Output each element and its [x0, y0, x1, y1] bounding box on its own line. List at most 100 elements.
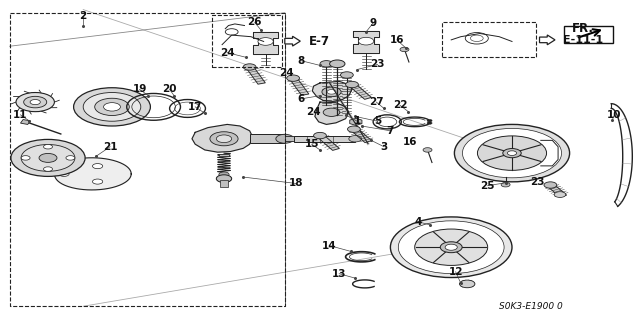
Text: 16: 16 — [403, 137, 417, 147]
Circle shape — [16, 93, 54, 112]
Text: 16: 16 — [390, 35, 404, 45]
Circle shape — [39, 153, 57, 162]
Circle shape — [11, 139, 85, 176]
Polygon shape — [285, 36, 300, 46]
Bar — [250, 134, 285, 143]
Circle shape — [104, 103, 120, 111]
Polygon shape — [312, 81, 352, 101]
Bar — [564, 26, 613, 43]
Text: 10: 10 — [607, 110, 621, 120]
Text: E-11-1: E-11-1 — [563, 35, 604, 45]
Text: 7: 7 — [387, 126, 394, 136]
Circle shape — [501, 182, 510, 187]
Circle shape — [400, 47, 409, 52]
Text: 23: 23 — [531, 177, 545, 188]
Text: 18: 18 — [289, 178, 303, 189]
Circle shape — [44, 167, 52, 171]
Text: S0K3-E1900 0: S0K3-E1900 0 — [499, 302, 563, 311]
Circle shape — [95, 98, 129, 115]
Text: 19: 19 — [132, 84, 147, 94]
Text: 23: 23 — [371, 59, 385, 70]
Circle shape — [477, 136, 547, 170]
Text: 24: 24 — [279, 68, 293, 78]
Circle shape — [390, 217, 512, 278]
Polygon shape — [192, 124, 253, 152]
Polygon shape — [547, 184, 566, 197]
Circle shape — [322, 87, 341, 97]
Polygon shape — [541, 140, 558, 166]
Circle shape — [276, 134, 294, 143]
Circle shape — [44, 145, 52, 149]
Circle shape — [554, 192, 566, 197]
Bar — [219, 154, 229, 156]
Text: 5: 5 — [374, 116, 381, 126]
Circle shape — [349, 136, 362, 142]
Text: 11: 11 — [13, 110, 28, 120]
Circle shape — [320, 61, 333, 67]
Circle shape — [415, 229, 488, 265]
Polygon shape — [349, 84, 371, 99]
Bar — [442, 22, 536, 57]
Circle shape — [24, 96, 47, 108]
Circle shape — [216, 135, 232, 143]
Polygon shape — [351, 128, 372, 143]
Circle shape — [423, 148, 432, 152]
Circle shape — [348, 126, 360, 132]
Circle shape — [21, 145, 75, 171]
Text: 3: 3 — [380, 142, 388, 152]
Bar — [220, 180, 228, 187]
Bar — [294, 136, 355, 142]
Text: 2: 2 — [79, 11, 87, 21]
Circle shape — [258, 38, 273, 45]
Circle shape — [440, 242, 462, 253]
Circle shape — [66, 156, 75, 160]
Text: E-7: E-7 — [308, 35, 330, 48]
Circle shape — [74, 88, 150, 126]
Circle shape — [445, 244, 457, 250]
Text: 9: 9 — [369, 18, 377, 28]
Circle shape — [503, 149, 521, 158]
Bar — [285, 136, 320, 141]
Polygon shape — [246, 66, 265, 84]
Polygon shape — [317, 135, 339, 150]
Polygon shape — [289, 78, 308, 95]
Text: 1: 1 — [353, 116, 361, 126]
Text: 24: 24 — [307, 107, 321, 117]
Circle shape — [398, 221, 504, 274]
Text: 22: 22 — [393, 100, 407, 110]
Text: FR.: FR. — [572, 22, 593, 35]
Circle shape — [93, 164, 103, 169]
Polygon shape — [353, 31, 379, 53]
Polygon shape — [540, 35, 555, 45]
Circle shape — [340, 72, 353, 78]
Circle shape — [427, 122, 432, 124]
Circle shape — [323, 108, 340, 116]
Text: 15: 15 — [305, 139, 319, 149]
Circle shape — [93, 179, 103, 184]
Bar — [20, 120, 30, 124]
Circle shape — [83, 93, 141, 121]
Circle shape — [463, 129, 561, 178]
Polygon shape — [54, 158, 131, 190]
Text: 25: 25 — [481, 181, 495, 191]
Circle shape — [216, 175, 232, 182]
Text: 21: 21 — [103, 142, 117, 152]
Circle shape — [210, 132, 238, 146]
Text: 20: 20 — [163, 84, 177, 94]
Bar — [212, 15, 282, 67]
Text: 14: 14 — [323, 241, 337, 251]
Text: 27: 27 — [369, 97, 383, 107]
Text: 24: 24 — [220, 48, 234, 58]
Text: 4: 4 — [414, 217, 422, 227]
Polygon shape — [253, 32, 278, 54]
Polygon shape — [315, 102, 349, 124]
Circle shape — [59, 171, 69, 176]
Circle shape — [427, 119, 432, 122]
Text: 13: 13 — [332, 269, 346, 279]
Circle shape — [21, 156, 30, 160]
Circle shape — [330, 60, 345, 68]
Text: 17: 17 — [188, 102, 202, 112]
Circle shape — [314, 132, 326, 139]
Circle shape — [219, 172, 229, 177]
Circle shape — [508, 151, 516, 155]
